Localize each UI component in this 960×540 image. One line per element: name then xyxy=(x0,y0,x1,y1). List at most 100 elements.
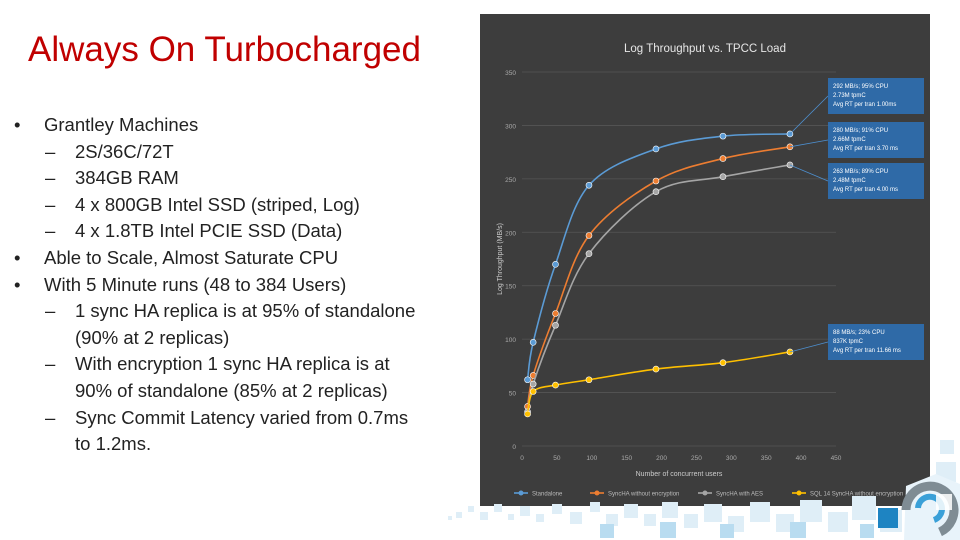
annotation-text: 2.48M tpmC xyxy=(833,178,866,184)
slide-title: Always On Turbocharged xyxy=(28,30,421,69)
bullet-marker: • xyxy=(14,273,21,295)
bullet-item: 90% of standalone (85% at 2 replicas) xyxy=(75,378,388,404)
bullet-marker: • xyxy=(14,114,21,135)
annotation-text: 263 MB/s; 89% CPU xyxy=(833,169,888,175)
data-point xyxy=(552,321,559,329)
data-point xyxy=(529,380,537,388)
x-tick-label: 200 xyxy=(656,455,667,462)
legend-marker xyxy=(594,490,600,496)
x-tick-label: 450 xyxy=(831,455,842,462)
y-tick-label: 200 xyxy=(505,230,516,237)
x-tick-label: 150 xyxy=(621,455,632,462)
legend-entry: SyncHA with AES xyxy=(716,492,763,498)
x-tick-label: 300 xyxy=(726,455,737,462)
bullet-marker: – xyxy=(45,193,56,215)
data-point xyxy=(524,376,531,384)
bullet-item: –384GB RAM xyxy=(45,165,179,191)
bullet-item: to 1.2ms. xyxy=(75,431,151,457)
annotation-text: Avg RT per tran 4.00 ms xyxy=(833,187,898,193)
annotation-text: Avg RT per tran 11.66 ms xyxy=(833,348,901,354)
data-point xyxy=(552,310,559,317)
data-point xyxy=(552,381,559,389)
callout-leader xyxy=(789,95,829,135)
bullet-item: –2S/36C/72T xyxy=(45,139,174,165)
data-point xyxy=(585,232,593,239)
bullet-item: – With encryption 1 sync HA replica is at xyxy=(45,351,390,377)
data-point xyxy=(585,376,593,384)
bullet-marker: – xyxy=(45,140,56,162)
bullet-item: – Sync Commit Latency varied from 0.7ms xyxy=(45,405,408,431)
legend-marker xyxy=(702,490,708,496)
bullet-marker: – xyxy=(45,167,56,189)
legend-marker xyxy=(796,490,802,496)
bullet-item: • With 5 Minute runs (48 to 384 Users) xyxy=(14,272,347,298)
bullet-text: 4 x 800GB Intel SSD (striped, Log) xyxy=(75,193,360,215)
callout-leader xyxy=(789,341,829,353)
bullet-marker: – xyxy=(45,300,56,322)
annotation-box xyxy=(828,324,924,360)
data-point xyxy=(529,388,537,395)
data-point xyxy=(652,365,660,373)
bullet-text: 4 x 1.8TB Intel PCIE SSD (Data) xyxy=(75,220,343,242)
data-point xyxy=(719,132,727,140)
data-point xyxy=(524,410,531,418)
legend-entry: SyncHA without encryption xyxy=(608,492,679,498)
callout-leader xyxy=(789,139,829,148)
bullet-text: With encryption 1 sync HA replica is at xyxy=(75,353,390,375)
bullet-text: Grantley Machines xyxy=(44,114,199,135)
annotation-text: 280 MB/s; 91% CPU xyxy=(833,128,888,134)
bullet-item: • Grantley Machines xyxy=(14,112,199,138)
bullet-text: (90% at 2 replicas) xyxy=(75,326,230,348)
x-axis-label: Number of concurrent users xyxy=(636,471,723,478)
annotation-text: 88 MB/s; 23% CPU xyxy=(833,330,885,336)
bullet-marker: – xyxy=(45,220,56,242)
annotation-text: 292 MB/s; 95% CPU xyxy=(833,84,888,90)
data-point xyxy=(552,261,559,268)
x-tick-label: 400 xyxy=(796,455,807,462)
bullet-text: to 1.2ms. xyxy=(75,433,152,455)
bullet-text: 1 sync HA replica is at 95% of standalon… xyxy=(75,300,416,322)
bullet-item: • Able to Scale, Almost Saturate CPU xyxy=(14,245,339,271)
data-point xyxy=(585,250,593,257)
chart-panel: Log Throughput vs. TPCC Load 0 50 100 150 200… xyxy=(480,14,930,506)
y-tick-label: 0 xyxy=(512,444,516,451)
throughput-chart: Log Throughput vs. TPCC Load 0 50 100 150 200… xyxy=(497,43,924,498)
data-point xyxy=(585,181,593,189)
bullet-text: With 5 Minute runs (48 to 384 Users) xyxy=(44,273,347,295)
x-tick-label: 0 xyxy=(520,455,524,462)
y-tick-label: 300 xyxy=(505,123,516,130)
x-tick-label: 100 xyxy=(586,455,597,462)
data-point xyxy=(652,145,660,153)
y-tick-label: 150 xyxy=(505,284,516,291)
data-point xyxy=(529,339,537,346)
y-axis-label: Log Throughput (MB/s) xyxy=(497,223,504,295)
data-point xyxy=(719,173,727,181)
bullet-item: –4 x 1.8TB Intel PCIE SSD (Data) xyxy=(45,218,343,244)
annotation-box xyxy=(828,78,924,114)
bullet-item: (90% at 2 replicas) xyxy=(75,325,229,351)
chart-title: Log Throughput vs. TPCC Load xyxy=(624,43,786,55)
bullet-marker: – xyxy=(45,353,56,375)
annotation-text: Avg RT per tran 1.00ms xyxy=(833,102,896,108)
x-tick-label: 250 xyxy=(691,455,702,462)
bullet-text: 384GB RAM xyxy=(75,167,179,189)
data-point xyxy=(652,177,660,185)
y-tick-label: 50 xyxy=(509,391,517,398)
data-point xyxy=(719,155,727,162)
bullet-text: 2S/36C/72T xyxy=(75,140,174,162)
callout-leader xyxy=(789,164,829,182)
x-tick-label: 50 xyxy=(553,455,561,462)
annotation-text: Avg RT per tran 3.70 ms xyxy=(833,146,898,152)
legend-entry: Standalone xyxy=(532,492,563,498)
annotation-text: 2.73M tpmC xyxy=(833,93,866,99)
bullet-item: –1 sync HA replica is at 95% of standalo… xyxy=(45,298,416,324)
bullet-text: 90% of standalone (85% at 2 replicas) xyxy=(75,380,388,401)
bullet-marker: – xyxy=(45,406,56,428)
bullet-text: Able to Scale, Almost Saturate CPU xyxy=(44,247,339,268)
legend-marker xyxy=(518,490,524,496)
data-point xyxy=(719,359,727,366)
y-tick-label: 250 xyxy=(505,177,516,184)
annotation-box xyxy=(828,122,924,158)
y-tick-label: 350 xyxy=(505,70,516,77)
